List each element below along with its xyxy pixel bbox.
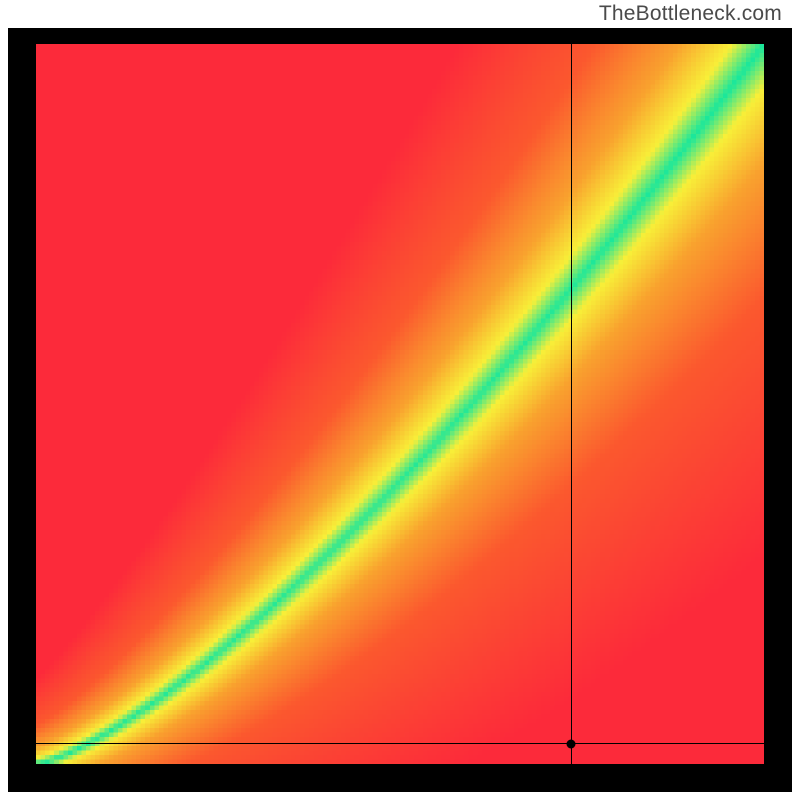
- heatmap-canvas: [36, 44, 764, 764]
- figure-root: TheBottleneck.com: [0, 0, 800, 800]
- plot-area: [36, 44, 764, 764]
- plot-frame: [8, 28, 792, 792]
- watermark-text: TheBottleneck.com: [599, 2, 782, 26]
